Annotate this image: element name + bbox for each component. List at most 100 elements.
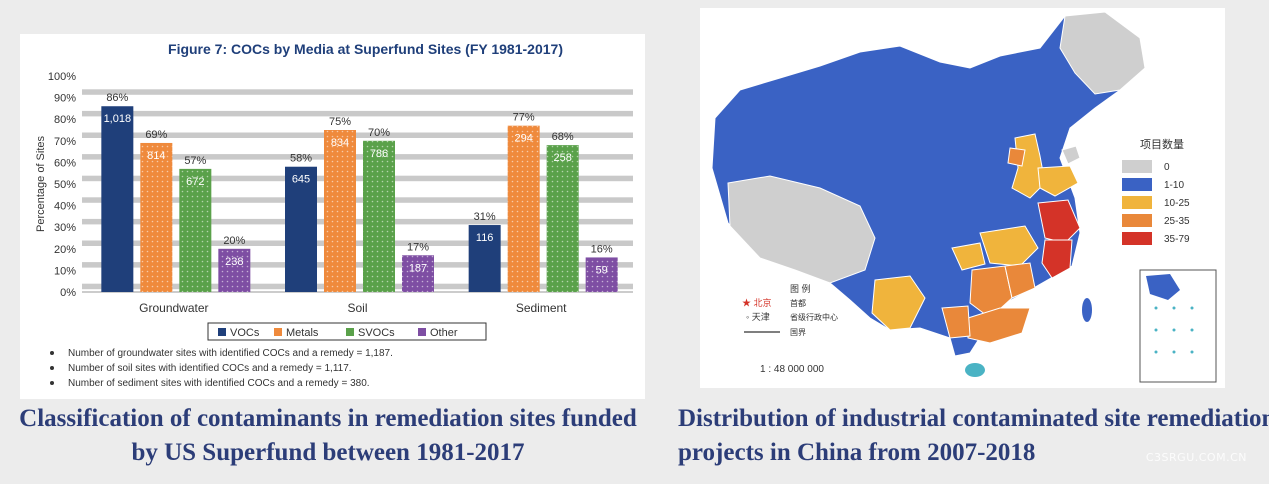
- bar-chart-panel: Figure 7: COCs by Media at Superfund Sit…: [20, 34, 645, 399]
- caption-left: Classification of contaminants in remedi…: [19, 405, 637, 466]
- count-label: 814: [147, 150, 165, 162]
- map-legend-title: 项目数量: [1140, 138, 1184, 151]
- watermark: C3SRGU.COM.CN: [1145, 451, 1247, 464]
- map-legend-label: 25-35: [1164, 216, 1190, 227]
- grid-band: [82, 240, 633, 246]
- heilongjiang-region: [1059, 11, 1146, 95]
- grid-band: [82, 154, 633, 160]
- taiwan-island: [1082, 298, 1092, 322]
- count-label: 238: [225, 256, 243, 268]
- jiangsu-region: [1037, 199, 1081, 244]
- y-tick-label: 80%: [54, 114, 76, 126]
- yunnan-region: [871, 275, 926, 331]
- pct-label: 70%: [368, 127, 390, 139]
- bar-texture: [507, 125, 540, 293]
- map-legend-label: 10-25: [1164, 198, 1190, 209]
- inset-island-dot: [1154, 306, 1158, 310]
- y-tick-label: 50%: [54, 179, 76, 191]
- map-legend-swatch: [1122, 160, 1152, 173]
- inset-legend-label: 国界: [790, 328, 806, 337]
- legend-swatch: [418, 328, 426, 336]
- inset-legend-label: 省级行政中心: [790, 312, 838, 322]
- map-scale: 1 : 48 000 000: [760, 364, 824, 375]
- bar-vocs-sediment: [468, 225, 501, 292]
- x-category-label: Sediment: [516, 301, 567, 315]
- inset-island-dot: [1154, 328, 1158, 332]
- inset-island-dot: [1190, 328, 1194, 332]
- legend-swatch: [346, 328, 354, 336]
- city-marker: ◦ 天津: [746, 312, 770, 322]
- capital-marker: ★ 北京: [742, 297, 772, 308]
- bar-texture: [546, 145, 579, 292]
- pct-label: 31%: [474, 211, 496, 223]
- note-sediment: Number of sediment sites with identified…: [48, 376, 638, 391]
- pct-label: 68%: [552, 131, 574, 143]
- hainan-island: [965, 363, 985, 377]
- count-label: 834: [331, 137, 349, 149]
- chongqing-region: [951, 242, 986, 271]
- bar-texture: [402, 255, 434, 292]
- inset-island-dot: [1172, 306, 1176, 310]
- grid-band: [82, 283, 633, 290]
- inset-island-dot: [1154, 350, 1158, 354]
- grid-band: [82, 89, 633, 95]
- count-label: 645: [292, 174, 310, 186]
- inset-island-dot: [1172, 350, 1176, 354]
- grid-band: [82, 132, 633, 138]
- x-category-label: Soil: [347, 301, 367, 315]
- map-legend-swatch: [1122, 214, 1152, 227]
- count-label: 187: [409, 262, 427, 274]
- count-label: 672: [186, 176, 204, 188]
- y-tick-label: 90%: [54, 93, 76, 105]
- pct-label: 75%: [329, 116, 351, 128]
- count-label: 59: [596, 264, 608, 276]
- y-tick-label: 20%: [54, 244, 76, 256]
- chart-notes: Number of groundwater sites with identif…: [48, 346, 638, 391]
- shandong-region: [1037, 165, 1079, 197]
- legend-swatch: [218, 328, 226, 336]
- y-tick-label: 10%: [54, 265, 76, 277]
- pct-label: 20%: [223, 235, 245, 247]
- bar-texture: [140, 142, 173, 292]
- pct-label: 17%: [407, 241, 429, 253]
- pct-label: 86%: [106, 92, 128, 104]
- map-legend-swatch: [1122, 196, 1152, 209]
- map-legend-swatch: [1122, 178, 1152, 191]
- y-tick-label: 30%: [54, 222, 76, 234]
- count-label: 786: [370, 148, 388, 160]
- legend-swatch: [274, 328, 282, 336]
- map-legend-label: 0: [1164, 162, 1170, 173]
- x-category-label: Groundwater: [139, 301, 208, 315]
- pct-label: 69%: [145, 129, 167, 141]
- bar-texture: [585, 257, 618, 292]
- jiangxi-region: [1004, 262, 1036, 299]
- inset-legend-title: 图 例: [790, 283, 811, 294]
- y-tick-label: 0%: [60, 287, 76, 299]
- map-legend-label: 35-79: [1164, 234, 1190, 245]
- map-legend-label: 1-10: [1164, 180, 1184, 191]
- inset-land: [1146, 274, 1180, 300]
- beijing-region: [1007, 147, 1026, 167]
- chart-title: Figure 7: COCs by Media at Superfund Sit…: [168, 41, 563, 57]
- grid-band: [82, 197, 633, 203]
- y-tick-label: 60%: [54, 157, 76, 169]
- y-tick-label: 100%: [48, 71, 76, 83]
- grid-band: [82, 175, 633, 182]
- inset-legend-label: 首都: [790, 298, 806, 308]
- map-panel: 项目数量 0 1-10 10-25 25-35 35-79 图 例 ★ 北京 首都 ◦ 天津 省级行…: [700, 8, 1225, 388]
- inset-island-dot: [1190, 350, 1194, 354]
- china-map: 项目数量 0 1-10 10-25 25-35 35-79 图 例 ★ 北京 首都 ◦ 天津 省级行…: [711, 11, 1217, 383]
- legend-label: Metals: [286, 327, 319, 339]
- bar-texture: [218, 248, 251, 292]
- legend-label: Other: [430, 327, 458, 339]
- grid-band: [82, 262, 633, 268]
- caption-right: Distribution of industrial contaminated …: [678, 405, 1269, 466]
- y-tick-label: 70%: [54, 136, 76, 148]
- hubei-region: [979, 225, 1039, 267]
- y-axis-label: Percentage of Sites: [35, 136, 47, 233]
- liaodong-region: [1061, 145, 1081, 165]
- bar-vocs-soil: [285, 166, 317, 292]
- pct-label: 16%: [591, 243, 613, 255]
- guangdong-region: [967, 307, 1031, 344]
